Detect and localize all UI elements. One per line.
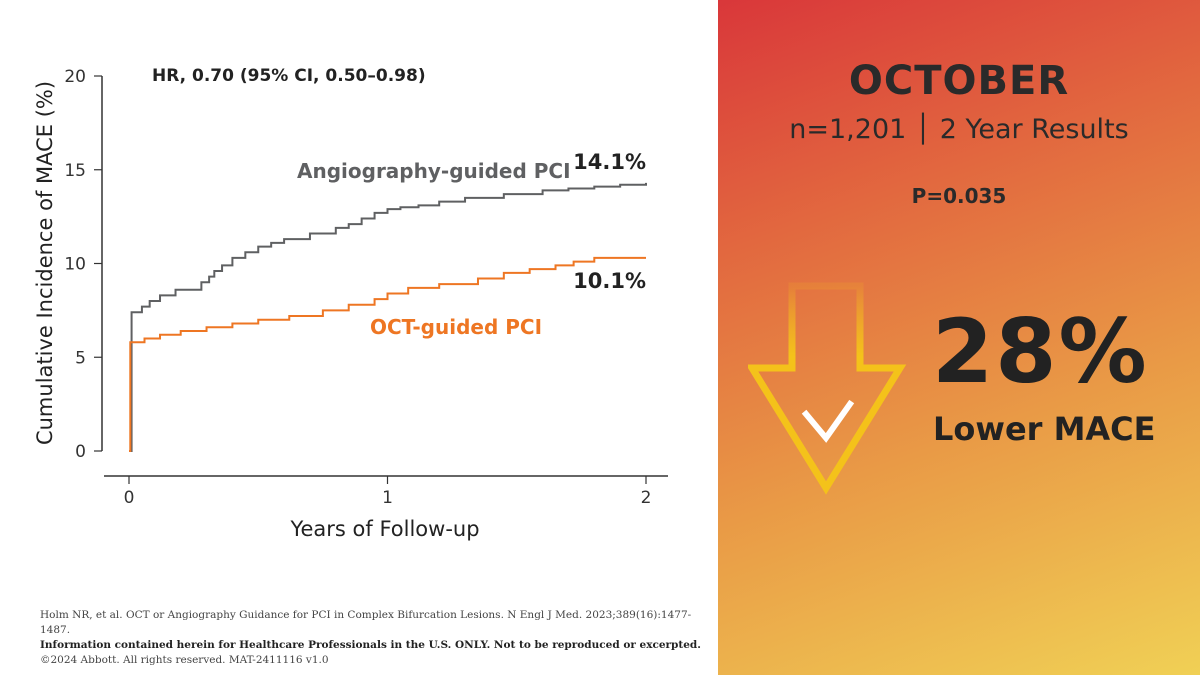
y-tick-label: 5 [75, 348, 86, 368]
copyright-text: ©2024 Abbott. All rights reserved. MAT-2… [40, 654, 329, 666]
check-icon [801, 399, 855, 443]
hazard-ratio-annotation: HR, 0.70 (95% CI, 0.50–0.98) [152, 66, 426, 86]
down-arrow-icon [748, 282, 907, 495]
x-axis-title: Years of Follow-up [289, 517, 479, 541]
reduction-label: Lower MACE [933, 410, 1156, 448]
end-label-angiography: 14.1% [573, 150, 646, 174]
km-chart: 0 5 10 15 20 0 1 2 Years of Follow-up Cumulative… [33, 66, 668, 541]
y-axis-title: Cumulative Incidence of MACE (%) [33, 81, 57, 445]
trial-name: OCTOBER [848, 58, 1070, 104]
results-panel: OCTOBER n=1,201 │ 2 Year Results P=0.035 [718, 0, 1200, 675]
series-label-angiography: Angiography-guided PCI [297, 159, 571, 183]
x-tick-label: 2 [641, 488, 652, 508]
chart-labels: Years of Follow-up Cumulative Incidence o… [33, 66, 646, 541]
reduction-value: 28% [932, 300, 1149, 403]
x-tick-label: 0 [124, 488, 135, 508]
axes: 0 5 10 15 20 0 1 2 [64, 67, 668, 508]
end-label-oct: 10.1% [573, 269, 646, 293]
y-tick-label: 10 [64, 255, 86, 275]
series-line-oct [129, 256, 646, 452]
chart-panel: 0 5 10 15 20 0 1 2 Years of Follow-up Cumulative… [33, 66, 710, 668]
citation-text: Holm NR, et al. OCT or Angiography Guida… [40, 609, 692, 636]
trial-subtitle: n=1,201 │ 2 Year Results [789, 114, 1129, 145]
y-tick-label: 20 [64, 67, 86, 87]
y-tick-label: 0 [75, 442, 86, 462]
x-tick-label: 1 [382, 488, 393, 508]
disclaimer-text: Information contained herein for Healthc… [40, 639, 701, 651]
y-tick-label: 15 [64, 161, 86, 181]
series-lines [129, 182, 647, 452]
series-label-oct: OCT-guided PCI [370, 315, 542, 339]
p-value: P=0.035 [911, 184, 1007, 208]
series-line-angiography [129, 182, 647, 452]
footer: Holm NR, et al. OCT or Angiography Guida… [40, 608, 710, 668]
